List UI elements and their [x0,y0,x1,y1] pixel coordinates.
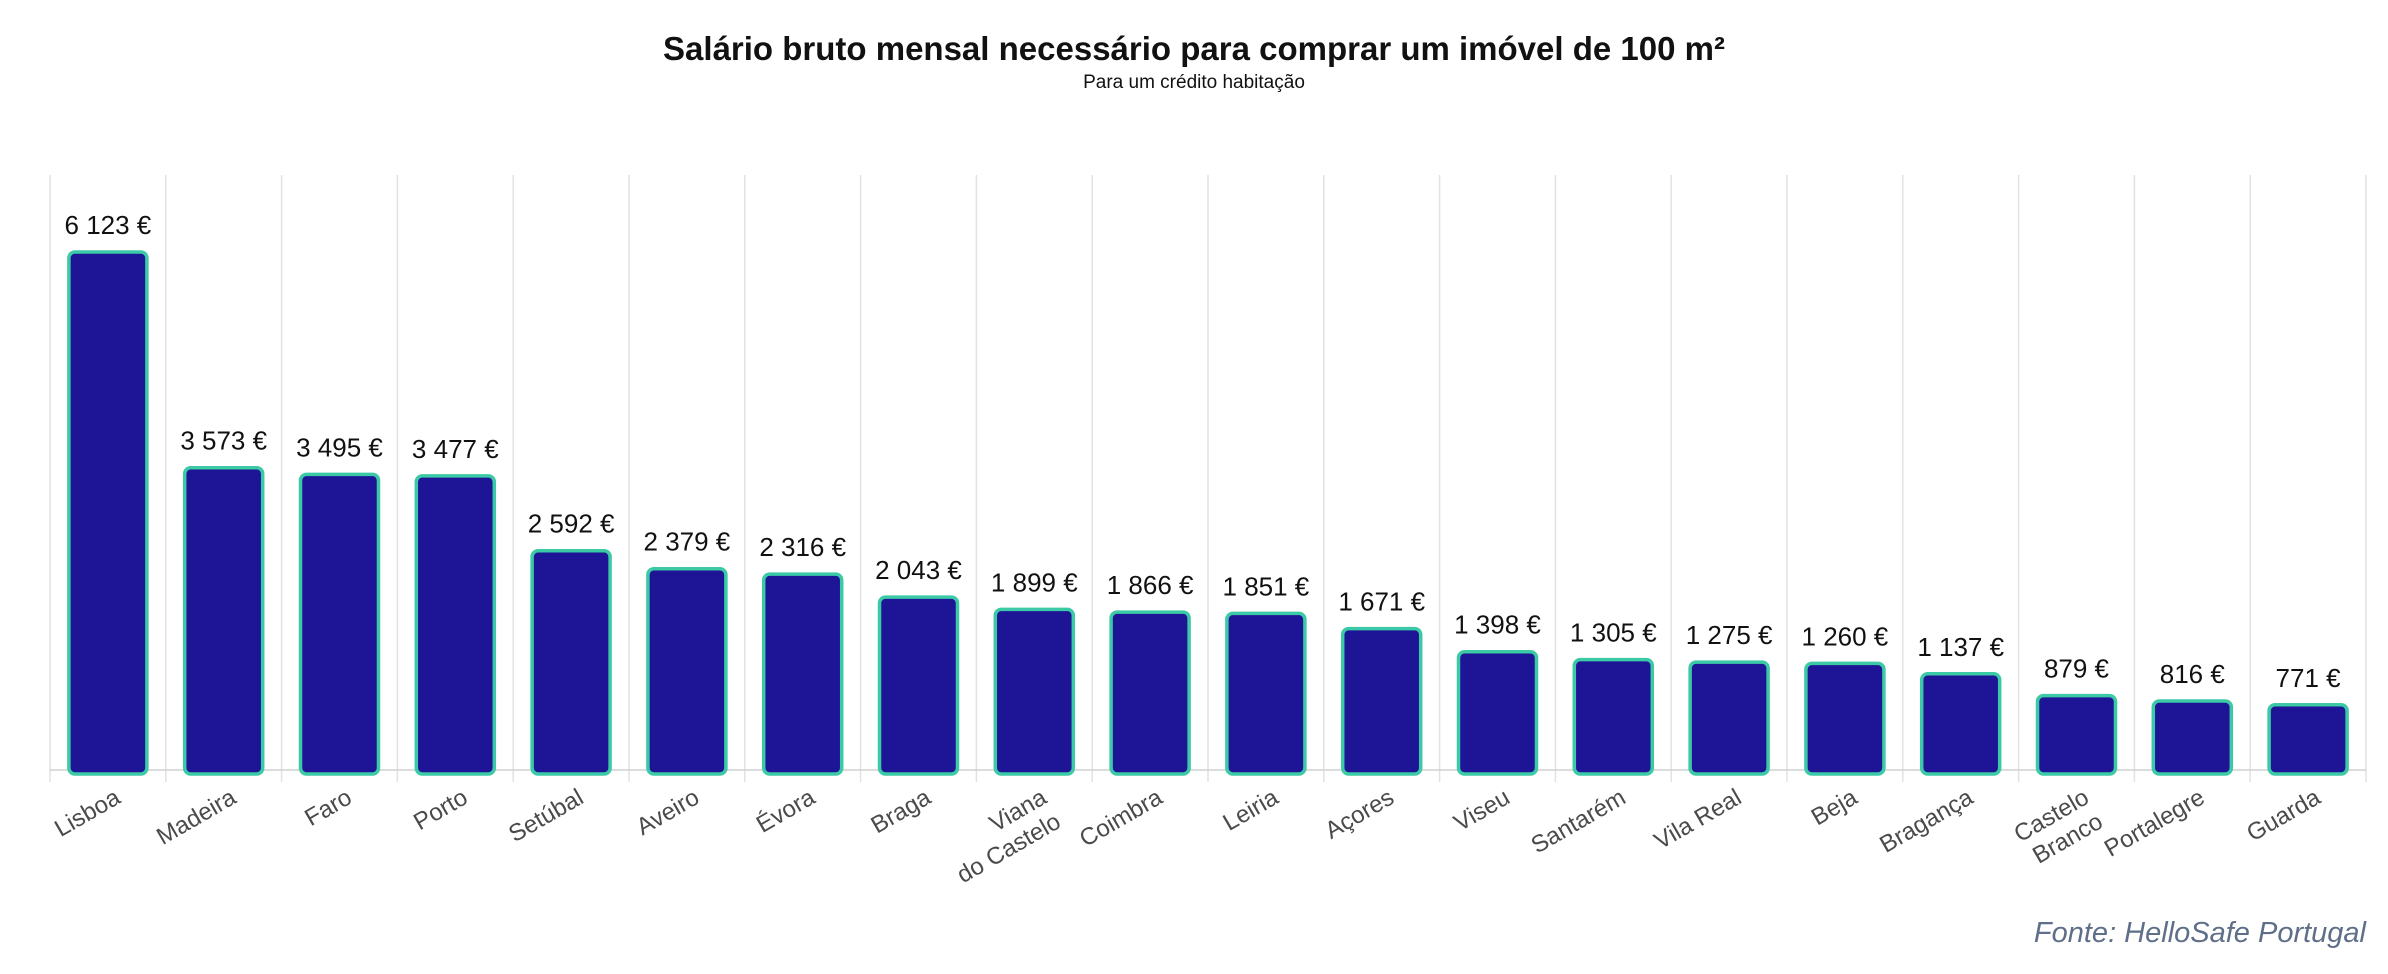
data-label: 2 592 € [528,509,615,539]
grid-lines [49,175,2367,782]
data-label: 1 671 € [1338,587,1425,617]
x-tick-label: Santarém [1527,784,1631,859]
x-tick-label: Açores [1321,784,1399,845]
x-tick-label: Madeira [152,783,241,850]
x-tick-label: Porto [409,784,472,836]
bar [67,250,149,776]
x-tick-label: Vila Real [1650,784,1746,855]
bar [2035,693,2118,776]
x-tick-label: Faro [300,784,356,832]
data-label: 1 260 € [1802,621,1889,651]
bar [1225,611,1307,776]
data-label: 3 573 € [180,426,267,456]
bars [67,250,2349,776]
data-label: 1 137 € [1917,632,2004,662]
source-note: Fonte: HelloSafe Portugal [2033,917,2366,949]
bar [1340,626,1423,776]
bar [993,607,1076,776]
bar [298,472,381,776]
chart-title: Salário bruto mensal necessário para com… [663,30,1725,67]
data-label: 771 € [2276,663,2342,693]
chart-subtitle: Para um crédito habitação [1083,72,1305,93]
x-tick-label: Vianado Castelo [938,783,1065,888]
x-tick-label: Beja [1807,783,1863,831]
bar [646,566,728,776]
data-labels: 6 123 € 3 573 € 3 495 € 3 477 € 2 592 € 2 379… [65,210,2342,693]
data-label: 1 275 € [1686,620,1773,650]
bar [2267,703,2349,776]
bar [1919,672,2002,776]
data-label: 879 € [2044,654,2110,684]
x-tick-label: Braga [867,783,937,839]
data-label: 2 379 € [644,527,731,557]
data-label: 816 € [2160,659,2226,689]
x-tick-label: Évora [752,783,820,838]
x-tick-label: Guarda [2242,783,2325,847]
data-label: 6 123 € [65,210,152,240]
data-label: 2 043 € [875,555,962,585]
bar [414,474,497,776]
bar [1572,657,1655,776]
x-tick-label: Setúbal [504,784,588,848]
x-tick-label: Leiria [1219,783,1284,836]
data-label: 2 316 € [759,532,846,562]
bar [877,595,960,776]
data-label: 1 305 € [1570,618,1657,648]
bar [1109,610,1191,776]
x-tick-label: Coimbra [1075,783,1168,852]
bar [1688,660,1770,776]
data-label: 1 851 € [1223,571,1310,601]
bar [530,548,612,776]
x-tick-label: Lisboa [50,783,125,842]
x-tick-label: Bragança [1875,783,1978,858]
x-tick-label: Aveiro [632,784,704,841]
data-label: 1 398 € [1454,610,1541,640]
bar [1456,649,1539,776]
bar [182,465,265,776]
x-tick-labels: Lisboa Madeira Faro Porto Setúbal Aveiro Évora… [50,783,2326,888]
x-tick-label: Portalegre [2100,784,2209,863]
x-tick-label: Viseu [1449,784,1514,837]
data-label: 1 866 € [1107,570,1194,600]
data-label: 1 899 € [991,567,1078,597]
bar [1804,661,1886,776]
data-label: 3 495 € [296,432,383,462]
bar [2151,699,2234,776]
bar [761,572,844,776]
data-label: 3 477 € [412,434,499,464]
x-tick-label: CasteloBranco [2010,784,2108,872]
